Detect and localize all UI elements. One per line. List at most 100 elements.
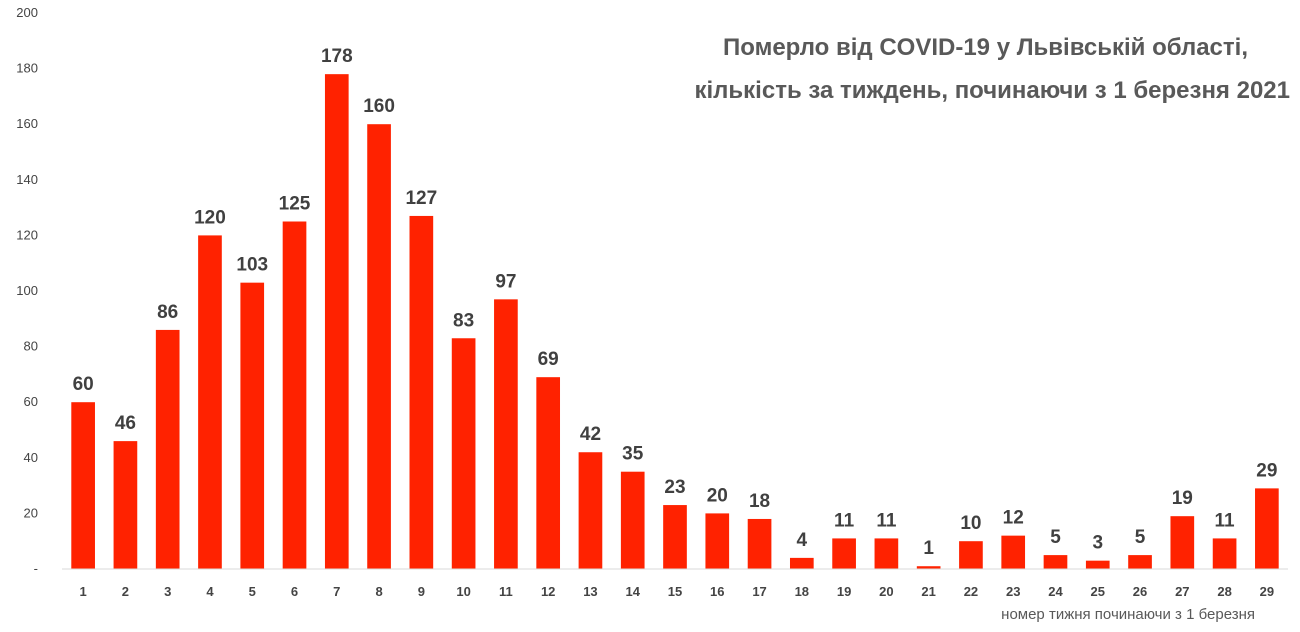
bar bbox=[959, 541, 983, 569]
data-label: 127 bbox=[405, 188, 437, 209]
data-label: 69 bbox=[538, 349, 559, 370]
y-tick-label: 60 bbox=[24, 394, 38, 409]
bar bbox=[1043, 555, 1068, 569]
x-tick-label: 29 bbox=[1260, 584, 1274, 599]
data-label: 11 bbox=[1215, 510, 1236, 531]
data-label: 83 bbox=[453, 310, 474, 331]
y-tick-label: 180 bbox=[16, 61, 38, 76]
data-label: 160 bbox=[363, 96, 395, 117]
y-tick-label: 140 bbox=[16, 172, 38, 187]
bar bbox=[1001, 535, 1026, 569]
data-label: 1 bbox=[923, 538, 934, 559]
y-tick-label: 100 bbox=[16, 283, 38, 298]
bar bbox=[916, 566, 941, 569]
x-tick-label: 11 bbox=[499, 584, 513, 599]
x-tick-label: 9 bbox=[418, 584, 425, 599]
data-label: 103 bbox=[236, 255, 268, 276]
x-tick-label: 1 bbox=[80, 584, 87, 599]
data-label: 46 bbox=[115, 413, 136, 434]
y-tick-label: 120 bbox=[16, 227, 38, 242]
x-tick-label: 17 bbox=[752, 584, 766, 599]
data-label: 5 bbox=[1050, 527, 1061, 548]
bar bbox=[663, 505, 687, 569]
data-label: 12 bbox=[1003, 508, 1024, 529]
data-label: 5 bbox=[1135, 527, 1146, 548]
chart-title-line-1: Померло від COVID-19 у Львівській област… bbox=[723, 34, 1248, 61]
bar bbox=[155, 329, 180, 569]
bar bbox=[324, 74, 349, 569]
x-tick-label: 28 bbox=[1217, 584, 1231, 599]
data-label: 23 bbox=[664, 477, 685, 498]
bars-group bbox=[71, 74, 1279, 569]
x-tick-label: 20 bbox=[879, 584, 893, 599]
data-label: 3 bbox=[1092, 533, 1103, 554]
y-tick-label: 80 bbox=[24, 339, 38, 354]
bar bbox=[620, 471, 645, 569]
x-tick-label: 23 bbox=[1006, 584, 1020, 599]
y-tick-label: 200 bbox=[16, 5, 38, 20]
bar bbox=[1255, 488, 1279, 569]
x-tick-label: 5 bbox=[249, 584, 256, 599]
data-label: 60 bbox=[73, 374, 94, 395]
x-tick-label: 27 bbox=[1175, 584, 1189, 599]
bar bbox=[1170, 516, 1195, 569]
bar bbox=[789, 557, 814, 569]
data-label: 125 bbox=[279, 194, 311, 215]
x-tick-label: 22 bbox=[964, 584, 978, 599]
bar bbox=[282, 221, 307, 569]
x-tick-label: 18 bbox=[795, 584, 809, 599]
bar bbox=[747, 518, 772, 569]
bar bbox=[874, 538, 899, 569]
bar bbox=[198, 235, 222, 569]
x-tick-label: 25 bbox=[1091, 584, 1105, 599]
data-label: 35 bbox=[622, 444, 644, 465]
bar bbox=[1085, 560, 1110, 569]
bar bbox=[71, 402, 95, 569]
x-tick-label: 12 bbox=[541, 584, 555, 599]
x-axis: 1 2 3 4 5 6 7 8 9 10 11 12 13 14 15 16 17 18 19 20 21 22 23 24 2… bbox=[62, 568, 1288, 599]
y-axis: - 20 40 60 80 100 120 140 160 180 200 bbox=[16, 5, 38, 576]
data-label: 20 bbox=[707, 485, 728, 506]
bar bbox=[1128, 555, 1152, 569]
bar bbox=[832, 538, 856, 569]
x-tick-label: 19 bbox=[837, 584, 851, 599]
chart-title-line-2: кількість за тиждень, починаючи з 1 бере… bbox=[694, 77, 1290, 104]
data-label: 86 bbox=[157, 302, 178, 323]
x-tick-label: 10 bbox=[456, 584, 470, 599]
x-tick-label: 16 bbox=[710, 584, 724, 599]
data-label: 10 bbox=[960, 513, 981, 534]
x-tick-label: 2 bbox=[122, 584, 129, 599]
data-label: 4 bbox=[797, 530, 808, 551]
bar bbox=[409, 215, 434, 569]
data-label: 42 bbox=[580, 424, 601, 445]
x-tick-label: 24 bbox=[1048, 584, 1063, 599]
y-tick-label: 40 bbox=[24, 450, 38, 465]
x-tick-label: 6 bbox=[291, 584, 298, 599]
x-tick-label: 21 bbox=[921, 584, 935, 599]
x-tick-label: 8 bbox=[375, 584, 382, 599]
bar bbox=[113, 441, 138, 569]
x-tick-label: 14 bbox=[625, 584, 640, 599]
data-label: 19 bbox=[1172, 488, 1193, 509]
data-label: 29 bbox=[1256, 460, 1277, 481]
x-tick-label: 15 bbox=[668, 584, 682, 599]
bar bbox=[536, 377, 561, 569]
bar bbox=[451, 338, 476, 569]
bar bbox=[1212, 538, 1237, 569]
data-label: 120 bbox=[194, 207, 226, 228]
data-label: 178 bbox=[321, 46, 353, 67]
bar bbox=[367, 124, 391, 569]
y-tick-label: 160 bbox=[16, 116, 38, 131]
x-tick-label: 3 bbox=[164, 584, 171, 599]
x-tick-label: 4 bbox=[206, 584, 214, 599]
x-axis-title: номер тижня починаючи з 1 березня bbox=[1001, 606, 1255, 623]
bar bbox=[578, 452, 603, 569]
bar bbox=[240, 282, 265, 569]
data-label: 11 bbox=[834, 510, 855, 531]
y-tick-label: 20 bbox=[24, 505, 38, 520]
data-label: 97 bbox=[495, 271, 516, 292]
data-label: 18 bbox=[749, 491, 770, 512]
